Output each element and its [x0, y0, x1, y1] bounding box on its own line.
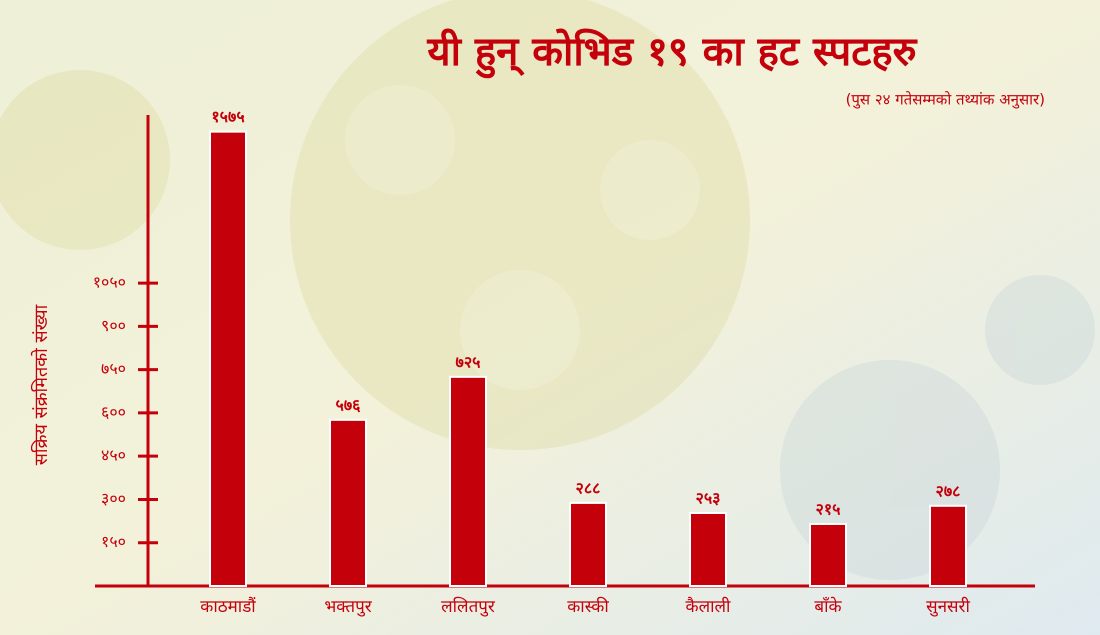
value-label: २७८ [936, 481, 961, 500]
x-tick-label: कास्की [567, 596, 609, 617]
value-label: २१५ [816, 499, 841, 518]
y-axis-title: सक्रिय संक्रमितको संख्या [30, 304, 52, 465]
x-tick-label: बाँके [814, 596, 842, 617]
y-tick-label: ७५० [101, 359, 126, 378]
x-tick-label: काठमाडौं [200, 596, 256, 617]
value-label: ७२५ [456, 352, 481, 371]
bar [209, 130, 247, 588]
y-tick-label: १०५० [93, 273, 126, 292]
bar [809, 522, 847, 588]
x-tick-label: कैलाली [686, 596, 732, 617]
bar [689, 512, 727, 587]
value-label: ५७६ [336, 395, 362, 414]
y-tick-label: ४५० [101, 446, 126, 465]
x-tick-label: ललितपुर [441, 596, 496, 617]
bar [929, 504, 967, 587]
chart-subtitle: (पुस २४ गतेसम्मको तथ्यांक अनुसार) [846, 91, 1045, 110]
y-tick-label: १५० [101, 532, 126, 551]
x-tick-label: भक्तपुर [324, 597, 372, 617]
virus-spots [345, 85, 700, 390]
y-tick-label: ३०० [101, 489, 126, 508]
y-tick-label: ९०० [101, 316, 126, 335]
value-label: २५३ [696, 489, 721, 508]
value-label: १५७५ [211, 107, 244, 126]
bar [449, 375, 487, 587]
value-label: २८८ [576, 478, 601, 497]
y-tick-label: ६०० [101, 402, 126, 421]
chart-title: यी हुन् कोभिड १९ का हट स्पटहरु [426, 28, 917, 79]
bar [569, 501, 607, 587]
bar [329, 418, 367, 587]
x-tick-label: सुनसरी [926, 596, 970, 617]
